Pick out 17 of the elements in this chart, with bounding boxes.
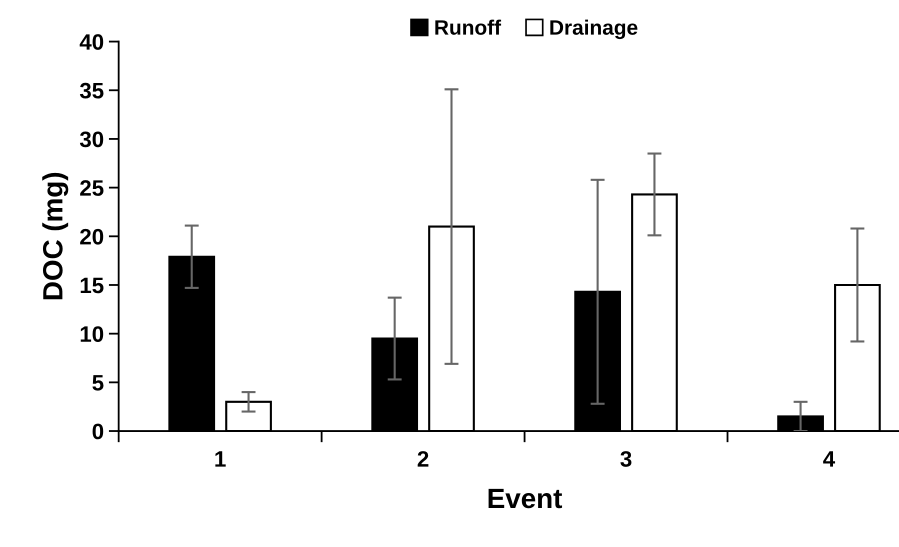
- y-tick-label: 10: [80, 326, 104, 342]
- y-axis-title: DOC (mg): [42, 172, 68, 300]
- y-tick-label: 0: [92, 424, 104, 440]
- y-tick-label: 5: [92, 375, 104, 391]
- y-tick-label: 25: [80, 180, 104, 196]
- y-tick-label: 20: [80, 228, 104, 245]
- x-axis-title: Event: [488, 488, 562, 508]
- legend-label: Runoff: [435, 20, 502, 35]
- legend-label: Drainage: [550, 20, 638, 40]
- x-tick-label: 1: [215, 451, 226, 467]
- x-tick-label: 3: [620, 451, 632, 467]
- x-tick-label: 4: [823, 451, 836, 467]
- x-tick-label: 2: [418, 451, 428, 467]
- y-tick-label: 15: [80, 278, 104, 294]
- y-tick-label: 40: [80, 34, 104, 50]
- y-tick-label: 30: [80, 131, 104, 148]
- y-tick-label: 35: [80, 82, 104, 99]
